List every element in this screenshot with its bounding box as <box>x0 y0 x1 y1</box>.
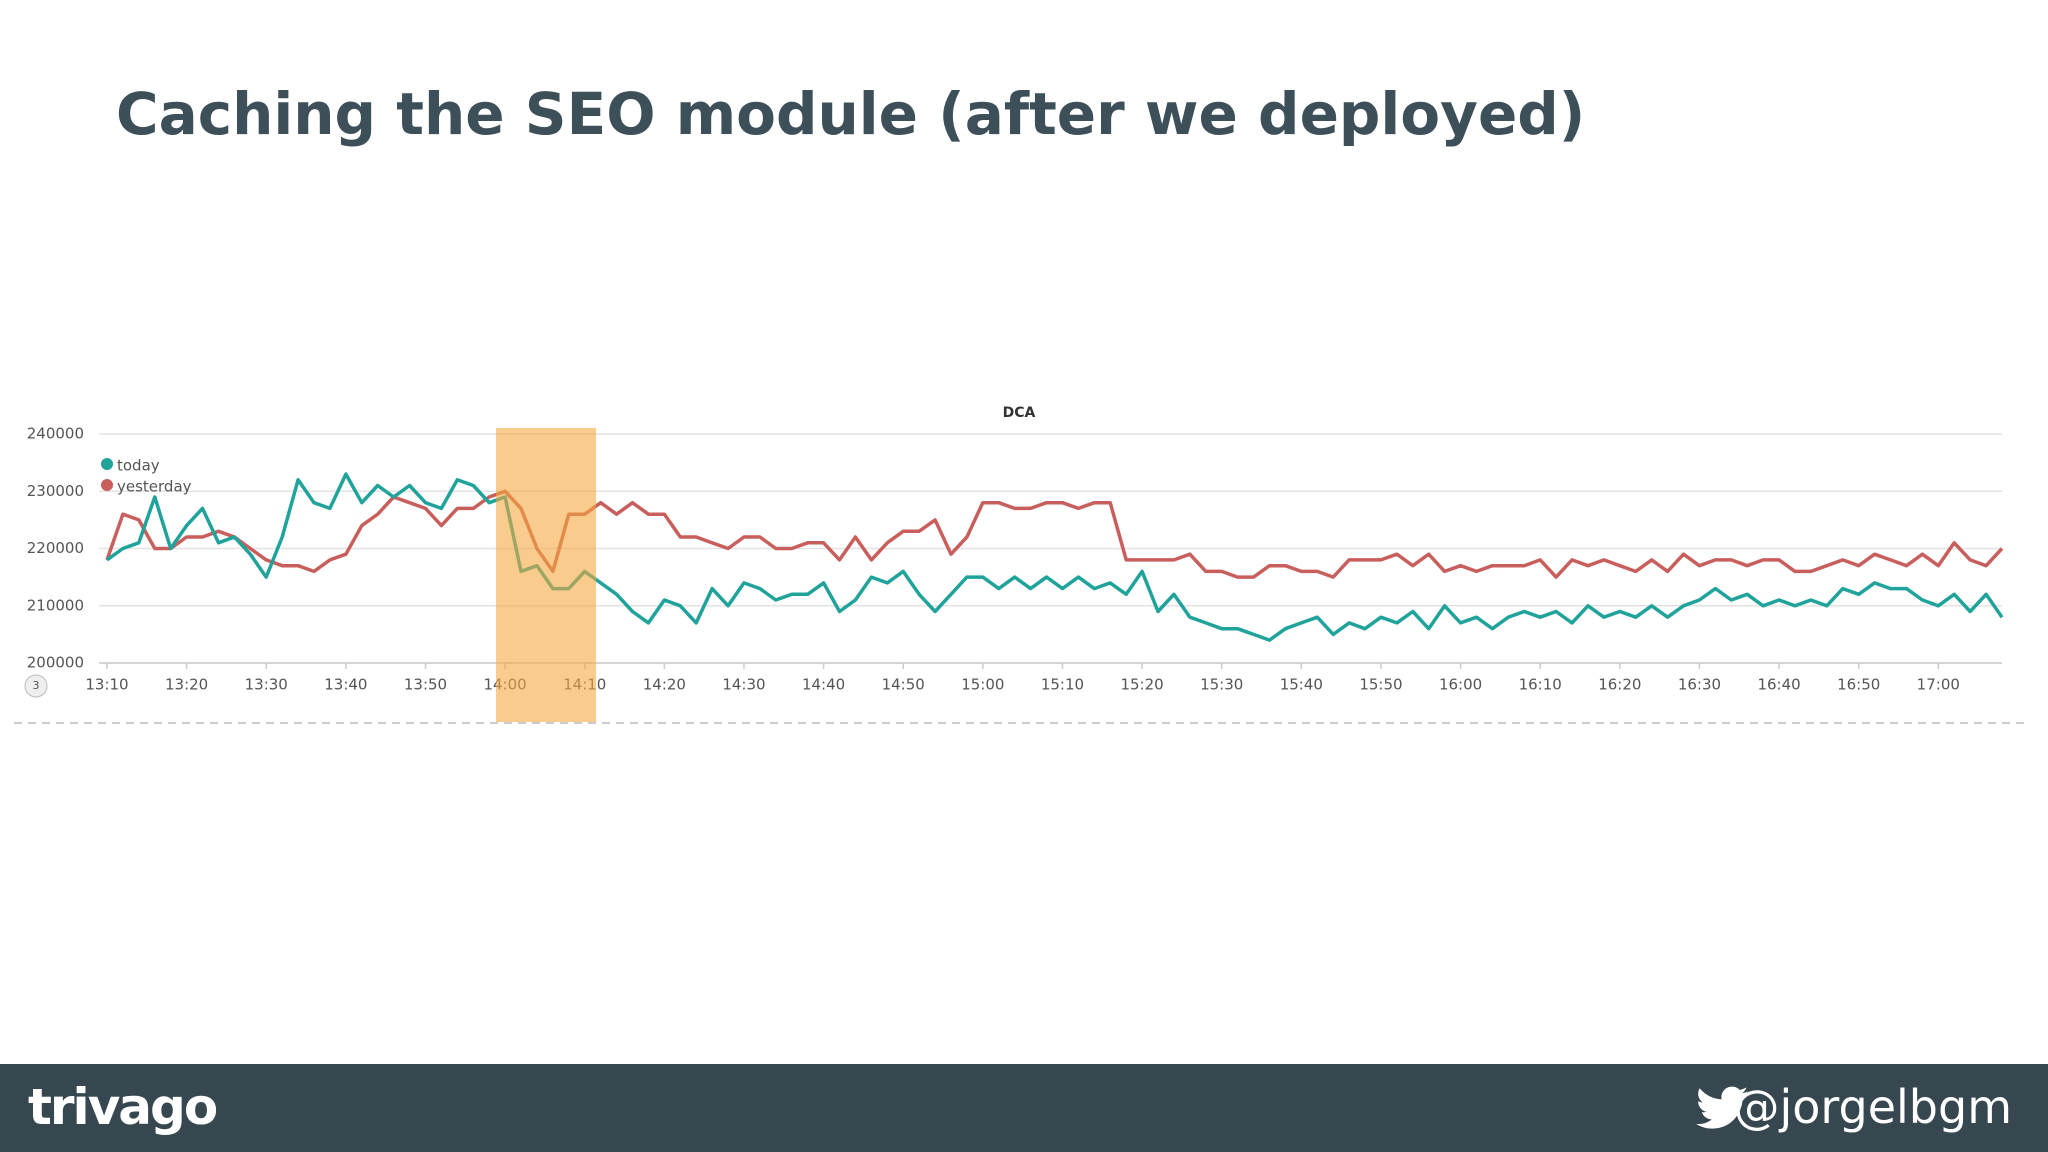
slide-title: Caching the SEO module (after we deploye… <box>116 80 1586 148</box>
twitter-icon <box>1696 1086 1748 1129</box>
twitter-handle: @jorgelbgm <box>1733 1080 2012 1134</box>
x-tick-label: 16:40 <box>1757 676 1800 694</box>
x-tick-label: 16:20 <box>1598 676 1641 694</box>
x-tick-label: 13:50 <box>404 676 447 694</box>
line-series <box>105 489 2004 579</box>
x-tick-label: 16:50 <box>1837 676 1880 694</box>
x-tick-label: 14:50 <box>882 676 925 694</box>
x-tick-label: 13:20 <box>165 676 208 694</box>
x-tick-label: 14:20 <box>643 676 686 694</box>
x-tick-label: 14:40 <box>802 676 845 694</box>
y-tick-label: 210000 <box>27 596 84 614</box>
x-tick-label: 14:30 <box>722 676 765 694</box>
x-tick-label: 16:10 <box>1519 676 1562 694</box>
chart-title: DCA <box>1003 405 1036 421</box>
x-tick-label: 17:00 <box>1917 676 1960 694</box>
footer: trivago @jorgelbgm <box>0 1064 2048 1152</box>
logo: trivago <box>28 1078 218 1136</box>
badge: 3 <box>33 679 40 692</box>
x-tick-label: 16:00 <box>1439 676 1482 694</box>
y-tick-label: 230000 <box>27 482 84 500</box>
legend-marker <box>101 458 113 470</box>
y-tick-label: 240000 <box>27 425 84 443</box>
x-tick-label: 15:50 <box>1359 676 1402 694</box>
badge-circle <box>24 674 48 698</box>
x-tick-label: 15:20 <box>1120 676 1163 694</box>
x-tick-label: 13:30 <box>245 676 288 694</box>
x-tick-label: 15:00 <box>961 676 1004 694</box>
x-tick-label: 16:30 <box>1678 676 1721 694</box>
x-tick-label: 15:10 <box>1041 676 1084 694</box>
legend-label: yesterday <box>117 478 192 496</box>
legend-label: today <box>117 457 160 475</box>
x-tick-label: 13:40 <box>324 676 367 694</box>
legend-marker <box>101 479 113 491</box>
y-tick-label: 220000 <box>27 539 84 557</box>
chart: DCA 3 200000 210000 220000 230000 240000 13:1… <box>14 405 2025 724</box>
x-tick-label: 13:10 <box>85 676 128 694</box>
x-tick-label: 15:40 <box>1280 676 1323 694</box>
highlight <box>496 428 596 722</box>
x-tick-label: 15:30 <box>1200 676 1243 694</box>
line-series <box>105 472 2004 642</box>
y-tick-label: 200000 <box>27 654 84 672</box>
